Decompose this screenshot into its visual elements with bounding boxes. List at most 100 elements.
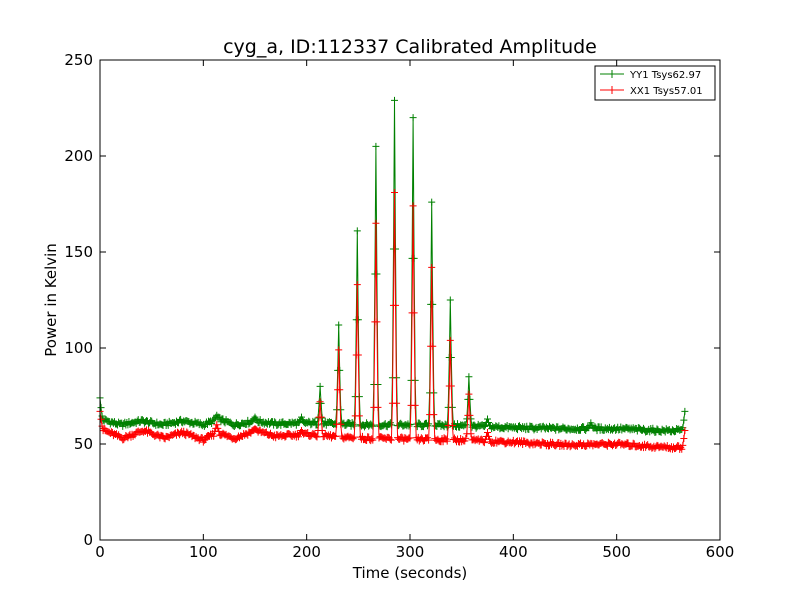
legend-entry: YY1 Tsys62.97 xyxy=(600,70,701,81)
x-tick-label: 500 xyxy=(602,543,631,561)
data-point xyxy=(462,421,470,429)
data-point xyxy=(97,404,105,412)
data-point xyxy=(405,422,413,430)
data-point xyxy=(336,386,344,394)
data-point xyxy=(215,427,223,435)
data-point xyxy=(294,433,302,441)
x-tick-label: 300 xyxy=(396,543,425,561)
data-point xyxy=(392,301,400,309)
x-tick-label: 0 xyxy=(95,543,105,561)
series-xx1 xyxy=(96,188,689,453)
data-point xyxy=(354,316,362,324)
x-tick-label: 100 xyxy=(189,543,218,561)
data-point xyxy=(313,421,321,429)
data-point xyxy=(484,415,491,423)
data-point xyxy=(372,142,380,150)
data-point xyxy=(154,430,162,438)
x-axis-title: Time (seconds) xyxy=(352,564,468,582)
data-point xyxy=(428,263,436,271)
chart-title: cyg_a, ID:112337 Calibrated Amplitude xyxy=(223,36,597,58)
data-point xyxy=(429,300,437,308)
x-tick-label: 200 xyxy=(292,543,321,561)
data-point xyxy=(410,309,418,317)
data-point xyxy=(353,281,361,289)
data-point xyxy=(480,439,488,447)
data-point xyxy=(467,415,475,423)
legend-entries: YY1 Tsys62.97 XX1 Tsys57.01 xyxy=(600,70,703,97)
data-point xyxy=(211,415,219,423)
x-tick-label: 600 xyxy=(706,543,735,561)
data-point xyxy=(466,395,474,403)
data-point xyxy=(349,420,357,428)
data-point xyxy=(454,420,462,428)
data-point xyxy=(337,420,345,428)
data-point xyxy=(318,414,326,422)
data-point xyxy=(349,435,357,443)
data-point xyxy=(373,318,381,326)
data-point xyxy=(374,403,382,411)
data-point xyxy=(368,435,376,443)
data-point xyxy=(317,399,325,407)
data-point xyxy=(317,413,325,421)
y-tick-label: 100 xyxy=(64,339,93,357)
data-point xyxy=(467,430,475,438)
data-point xyxy=(465,390,473,398)
data-point xyxy=(208,420,216,428)
data-point xyxy=(466,411,474,419)
data-point xyxy=(411,401,419,409)
y-tick-label: 0 xyxy=(83,531,93,549)
data-point xyxy=(425,420,433,428)
data-point xyxy=(462,434,470,442)
data-point xyxy=(430,411,438,419)
data-point xyxy=(409,114,417,122)
data-point xyxy=(484,428,491,436)
data-point xyxy=(369,436,377,444)
y-tick-label: 200 xyxy=(64,147,93,165)
x-tick-label: 400 xyxy=(499,543,528,561)
y-tick-label: 50 xyxy=(74,435,93,453)
data-point xyxy=(448,422,456,430)
data-point xyxy=(350,433,358,441)
data-point xyxy=(368,421,376,429)
data-point xyxy=(446,336,454,344)
data-point xyxy=(406,434,414,442)
data-point xyxy=(446,296,454,304)
series-layer xyxy=(96,96,689,453)
data-point xyxy=(428,198,436,206)
plot-frame xyxy=(99,59,721,541)
data-point xyxy=(214,424,222,432)
data-point xyxy=(277,421,285,429)
data-point xyxy=(465,373,473,381)
data-point xyxy=(312,432,320,440)
data-point xyxy=(398,433,406,441)
data-point xyxy=(480,422,488,430)
data-point xyxy=(201,436,209,444)
legend-label: YY1 Tsys62.97 xyxy=(629,70,701,81)
data-point xyxy=(335,321,343,329)
data-point xyxy=(410,254,418,262)
data-point xyxy=(597,423,605,431)
data-point xyxy=(640,424,648,432)
legend-marker xyxy=(608,70,616,78)
axes-layer: 0 100 200 300 400 500 600 0 50 100 150 200 250 xyxy=(64,51,734,561)
data-point xyxy=(393,399,401,407)
data-point xyxy=(447,354,455,362)
data-point xyxy=(681,407,689,415)
data-point xyxy=(271,418,279,426)
legend-label: XX1 Tsys57.01 xyxy=(630,86,703,97)
data-point xyxy=(386,436,394,444)
data-point xyxy=(200,422,208,430)
data-point xyxy=(215,413,223,421)
data-point xyxy=(316,382,324,390)
data-point xyxy=(318,427,326,435)
data-point xyxy=(443,437,451,445)
data-point xyxy=(97,415,105,423)
data-point xyxy=(210,432,218,440)
data-point xyxy=(391,96,398,104)
data-point xyxy=(429,342,437,350)
data-point xyxy=(332,432,340,440)
data-point xyxy=(355,412,363,420)
data-point xyxy=(681,427,689,435)
data-point xyxy=(316,398,324,406)
